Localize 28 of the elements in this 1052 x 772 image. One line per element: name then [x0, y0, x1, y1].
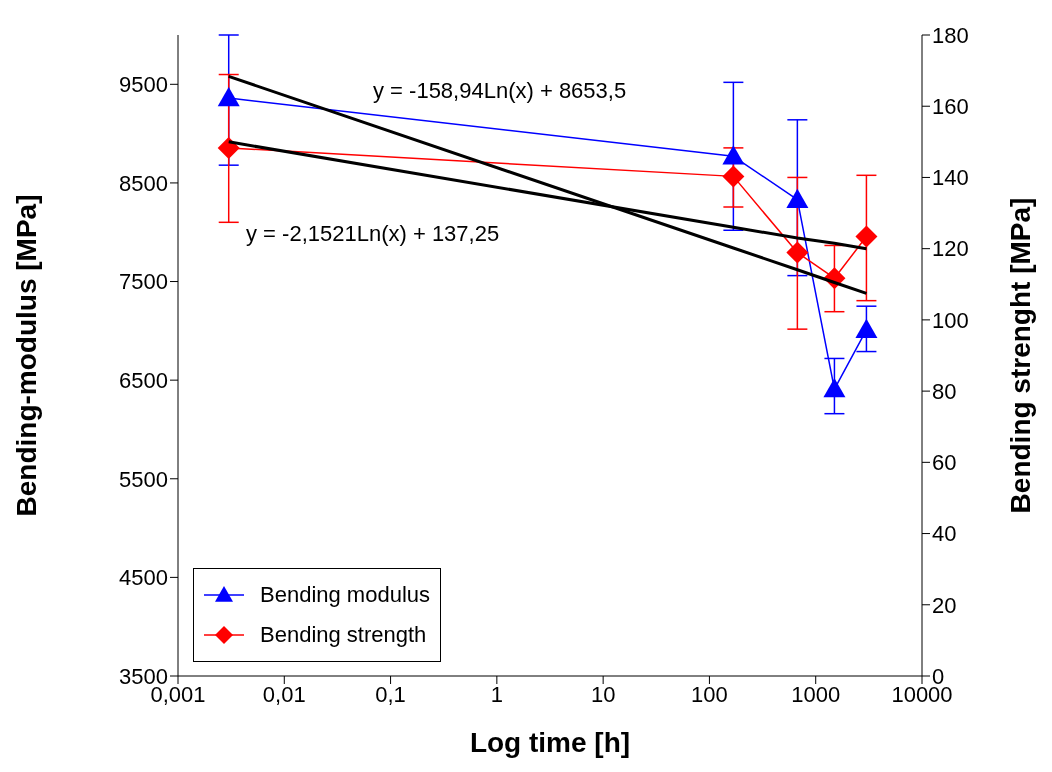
x-tick-label: 0,01: [262, 681, 306, 707]
x-axis-title: Log time [h]: [469, 727, 631, 758]
y2-axis-title: Bending strenght [MPa]: [1004, 197, 1036, 514]
legend-label: Bending modulus: [260, 582, 431, 608]
x-tick-label: 1000: [791, 681, 841, 707]
y-tick-label: 4500: [119, 565, 168, 591]
y-tick-label: 7500: [119, 269, 168, 295]
y-tick-label: 6500: [119, 367, 168, 393]
y2-tick-label: 120: [932, 236, 969, 262]
y2-tick-label: 20: [932, 592, 957, 618]
y2-tick-label: 180: [932, 22, 969, 48]
y2-tick-label: 80: [932, 378, 957, 404]
x-tick-label: 1: [490, 681, 503, 707]
y-axis-title: Bending-modulus [MPa]: [10, 194, 42, 517]
legend-label: Bending strength: [260, 622, 427, 648]
y-tick-label: 9500: [119, 72, 168, 98]
y2-tick-label: 100: [932, 307, 969, 333]
y-tick-label: 8500: [119, 170, 168, 196]
x-tick-label: 10: [590, 681, 616, 707]
y2-tick-label: 160: [932, 94, 969, 120]
y-tick-label: 5500: [119, 466, 168, 492]
y2-tick-label: 40: [932, 521, 957, 547]
x-tick-label: 0,1: [375, 681, 406, 707]
x-tick-label: 100: [691, 681, 728, 707]
annotation: y = -2,1521Ln(x) + 137,25: [246, 221, 500, 247]
y2-tick-label: 60: [932, 450, 957, 476]
annotation: y = -158,94Ln(x) + 8653,5: [373, 78, 627, 104]
y2-tick-label: 140: [932, 165, 969, 191]
